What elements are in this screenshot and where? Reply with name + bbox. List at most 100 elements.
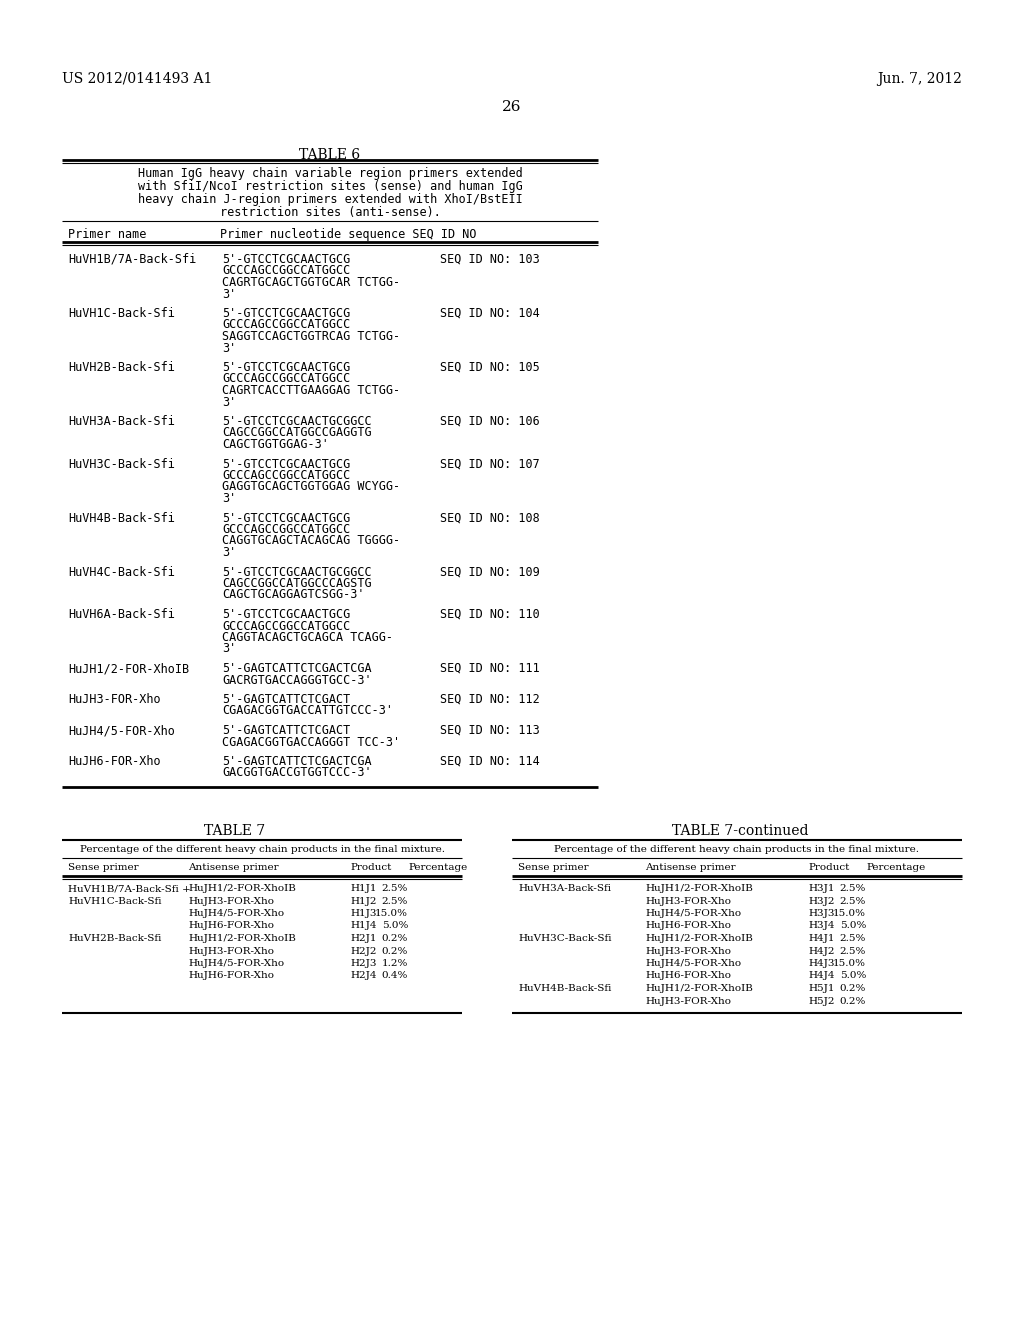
Text: HuJH3-FOR-Xho: HuJH3-FOR-Xho [645,997,731,1006]
Text: Percentage: Percentage [866,863,926,873]
Text: SEQ ID NO: 109: SEQ ID NO: 109 [440,565,540,578]
Text: CAGCTGGTGGAG-3': CAGCTGGTGGAG-3' [222,438,329,451]
Text: Product: Product [350,863,391,873]
Text: HuVH1C-Back-Sfi: HuVH1C-Back-Sfi [68,896,162,906]
Text: H4J2: H4J2 [808,946,835,956]
Text: 5'-GTCCTCGCAACTGCG: 5'-GTCCTCGCAACTGCG [222,609,350,620]
Text: 2.5%: 2.5% [840,884,866,894]
Text: H2J3: H2J3 [350,960,377,968]
Text: 15.0%: 15.0% [833,960,866,968]
Text: CGAGACGGTGACCAGGGT TCC-3': CGAGACGGTGACCAGGGT TCC-3' [222,735,400,748]
Text: restriction sites (anti-sense).: restriction sites (anti-sense). [219,206,440,219]
Text: 5'-GTCCTCGCAACTGCG: 5'-GTCCTCGCAACTGCG [222,308,350,319]
Text: SEQ ID NO: 112: SEQ ID NO: 112 [440,693,540,706]
Text: SEQ ID NO: 108: SEQ ID NO: 108 [440,511,540,524]
Text: HuVH2B-Back-Sfi: HuVH2B-Back-Sfi [68,935,162,942]
Text: 2.5%: 2.5% [382,884,408,894]
Text: 3': 3' [222,492,237,506]
Text: GACGGTGACCGTGGTCCC-3': GACGGTGACCGTGGTCCC-3' [222,767,372,780]
Text: HuJH6-FOR-Xho: HuJH6-FOR-Xho [645,972,731,981]
Text: HuVH3C-Back-Sfi: HuVH3C-Back-Sfi [518,935,611,942]
Text: CAGGTGCAGCTACAGCAG TGGGG-: CAGGTGCAGCTACAGCAG TGGGG- [222,535,400,548]
Text: HuVH1B/7A-Back-Sfi +: HuVH1B/7A-Back-Sfi + [68,884,190,894]
Text: Primer nucleotide sequence SEQ ID NO: Primer nucleotide sequence SEQ ID NO [220,228,476,242]
Text: 0.2%: 0.2% [382,935,408,942]
Text: 3': 3' [222,288,237,301]
Text: 15.0%: 15.0% [375,909,408,917]
Text: H3J4: H3J4 [808,921,835,931]
Text: HuJH4/5-FOR-Xho: HuJH4/5-FOR-Xho [188,960,284,968]
Text: Sense primer: Sense primer [68,863,138,873]
Text: Human IgG heavy chain variable region primers extended: Human IgG heavy chain variable region pr… [137,168,522,180]
Text: HuJH6-FOR-Xho: HuJH6-FOR-Xho [188,921,274,931]
Text: TABLE 7-continued: TABLE 7-continued [672,824,808,838]
Text: CAGCCGGCCATGGCCCAGSTG: CAGCCGGCCATGGCCCAGSTG [222,577,372,590]
Text: HuVH4C-Back-Sfi: HuVH4C-Back-Sfi [68,565,175,578]
Text: SEQ ID NO: 111: SEQ ID NO: 111 [440,663,540,675]
Text: 2.5%: 2.5% [840,946,866,956]
Text: CAGRTCACCTTGAAGGAG TCTGG-: CAGRTCACCTTGAAGGAG TCTGG- [222,384,400,397]
Text: GCCCAGCCGGCCATGGCC: GCCCAGCCGGCCATGGCC [222,619,350,632]
Text: 5'-GTCCTCGCAACTGCGGCC: 5'-GTCCTCGCAACTGCGGCC [222,565,372,578]
Text: H1J2: H1J2 [350,896,377,906]
Text: 0.2%: 0.2% [382,946,408,956]
Text: HuJH3-FOR-Xho: HuJH3-FOR-Xho [68,693,161,706]
Text: SEQ ID NO: 110: SEQ ID NO: 110 [440,609,540,620]
Text: Percentage: Percentage [408,863,467,873]
Text: H3J1: H3J1 [808,884,835,894]
Text: SEQ ID NO: 105: SEQ ID NO: 105 [440,360,540,374]
Text: 5.0%: 5.0% [382,921,408,931]
Text: TABLE 7: TABLE 7 [205,824,265,838]
Text: H1J4: H1J4 [350,921,377,931]
Text: heavy chain J-region primers extended with XhoI/BstEII: heavy chain J-region primers extended wi… [137,193,522,206]
Text: 2.5%: 2.5% [840,935,866,942]
Text: 5.0%: 5.0% [840,972,866,981]
Text: H2J2: H2J2 [350,946,377,956]
Text: HuJH4/5-FOR-Xho: HuJH4/5-FOR-Xho [645,909,741,917]
Text: HuJH4/5-FOR-Xho: HuJH4/5-FOR-Xho [645,960,741,968]
Text: 3': 3' [222,546,237,558]
Text: HuJH3-FOR-Xho: HuJH3-FOR-Xho [645,896,731,906]
Text: Sense primer: Sense primer [518,863,589,873]
Text: HuJH6-FOR-Xho: HuJH6-FOR-Xho [188,972,274,981]
Text: HuVH4B-Back-Sfi: HuVH4B-Back-Sfi [518,983,611,993]
Text: H5J2: H5J2 [808,997,835,1006]
Text: 0.2%: 0.2% [840,997,866,1006]
Text: TABLE 6: TABLE 6 [299,148,360,162]
Text: CAGGTACAGCTGCAGCA TCAGG-: CAGGTACAGCTGCAGCA TCAGG- [222,631,393,644]
Text: H5J1: H5J1 [808,983,835,993]
Text: with SfiI/NcoI restriction sites (sense) and human IgG: with SfiI/NcoI restriction sites (sense)… [137,180,522,193]
Text: SEQ ID NO: 106: SEQ ID NO: 106 [440,414,540,428]
Text: 26: 26 [502,100,522,114]
Text: 5'-GTCCTCGCAACTGCG: 5'-GTCCTCGCAACTGCG [222,458,350,470]
Text: SEQ ID NO: 103: SEQ ID NO: 103 [440,253,540,267]
Text: 5'-GTCCTCGCAACTGCG: 5'-GTCCTCGCAACTGCG [222,360,350,374]
Text: HuVH1C-Back-Sfi: HuVH1C-Back-Sfi [68,308,175,319]
Text: SAGGTCCAGCTGGTRCAG TCTGG-: SAGGTCCAGCTGGTRCAG TCTGG- [222,330,400,343]
Text: Product: Product [808,863,849,873]
Text: HuJH1/2-FOR-XhoIB: HuJH1/2-FOR-XhoIB [188,935,296,942]
Text: HuVH3A-Back-Sfi: HuVH3A-Back-Sfi [68,414,175,428]
Text: Antisense primer: Antisense primer [188,863,279,873]
Text: 3': 3' [222,342,237,355]
Text: HuJH1/2-FOR-XhoIB: HuJH1/2-FOR-XhoIB [68,663,189,675]
Text: 5'-GTCCTCGCAACTGCGGCC: 5'-GTCCTCGCAACTGCGGCC [222,414,372,428]
Text: H4J3: H4J3 [808,960,835,968]
Text: Percentage of the different heavy chain products in the final mixture.: Percentage of the different heavy chain … [555,845,920,854]
Text: 3': 3' [222,396,237,408]
Text: SEQ ID NO: 113: SEQ ID NO: 113 [440,723,540,737]
Text: Antisense primer: Antisense primer [645,863,735,873]
Text: HuJH4/5-FOR-Xho: HuJH4/5-FOR-Xho [188,909,284,917]
Text: HuJH6-FOR-Xho: HuJH6-FOR-Xho [645,921,731,931]
Text: HuJH1/2-FOR-XhoIB: HuJH1/2-FOR-XhoIB [188,884,296,894]
Text: HuJH4/5-FOR-Xho: HuJH4/5-FOR-Xho [68,723,175,737]
Text: 5.0%: 5.0% [840,921,866,931]
Text: US 2012/0141493 A1: US 2012/0141493 A1 [62,73,212,86]
Text: H1J3: H1J3 [350,909,377,917]
Text: 0.2%: 0.2% [840,983,866,993]
Text: H1J1: H1J1 [350,884,377,894]
Text: 3': 3' [222,643,237,656]
Text: H4J4: H4J4 [808,972,835,981]
Text: H3J2: H3J2 [808,896,835,906]
Text: HuVH1B/7A-Back-Sfi: HuVH1B/7A-Back-Sfi [68,253,197,267]
